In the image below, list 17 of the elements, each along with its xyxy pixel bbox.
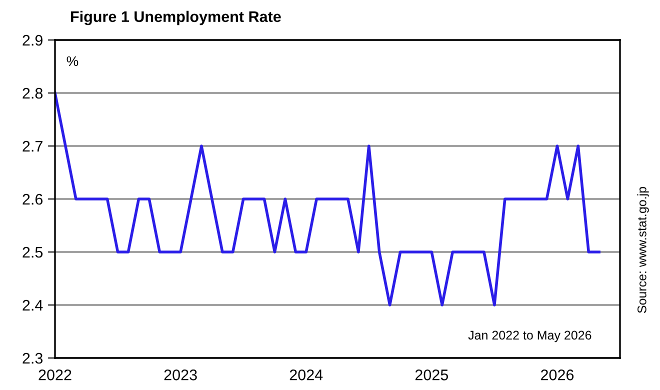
y-tick-label: 2.9 [22, 34, 42, 46]
x-tick-label: 2024 [290, 370, 323, 380]
chart-title: Figure 1 Unemployment Rate [71, 10, 281, 26]
x-tick-label: 2023 [164, 370, 197, 380]
annotation: % [66, 56, 78, 66]
y-tick-label: 2.7 [22, 140, 42, 152]
x-tick-label: 2026 [541, 370, 574, 380]
annotation: Jan 2022 to May 2026 [468, 330, 592, 342]
source-note: Source: www.stat.go.jp [637, 186, 649, 313]
y-tick-label: 2.8 [22, 88, 43, 99]
x-tick-label: 2022 [38, 370, 72, 380]
line-series [55, 92, 600, 306]
y-tick-label: 2.4 [22, 300, 43, 311]
y-tick-label: 2.6 [22, 194, 43, 205]
x-tick-label: 2025 [415, 370, 448, 380]
y-tick-label: 2.5 [22, 246, 43, 258]
y-tick-label: 2.3 [22, 352, 43, 364]
